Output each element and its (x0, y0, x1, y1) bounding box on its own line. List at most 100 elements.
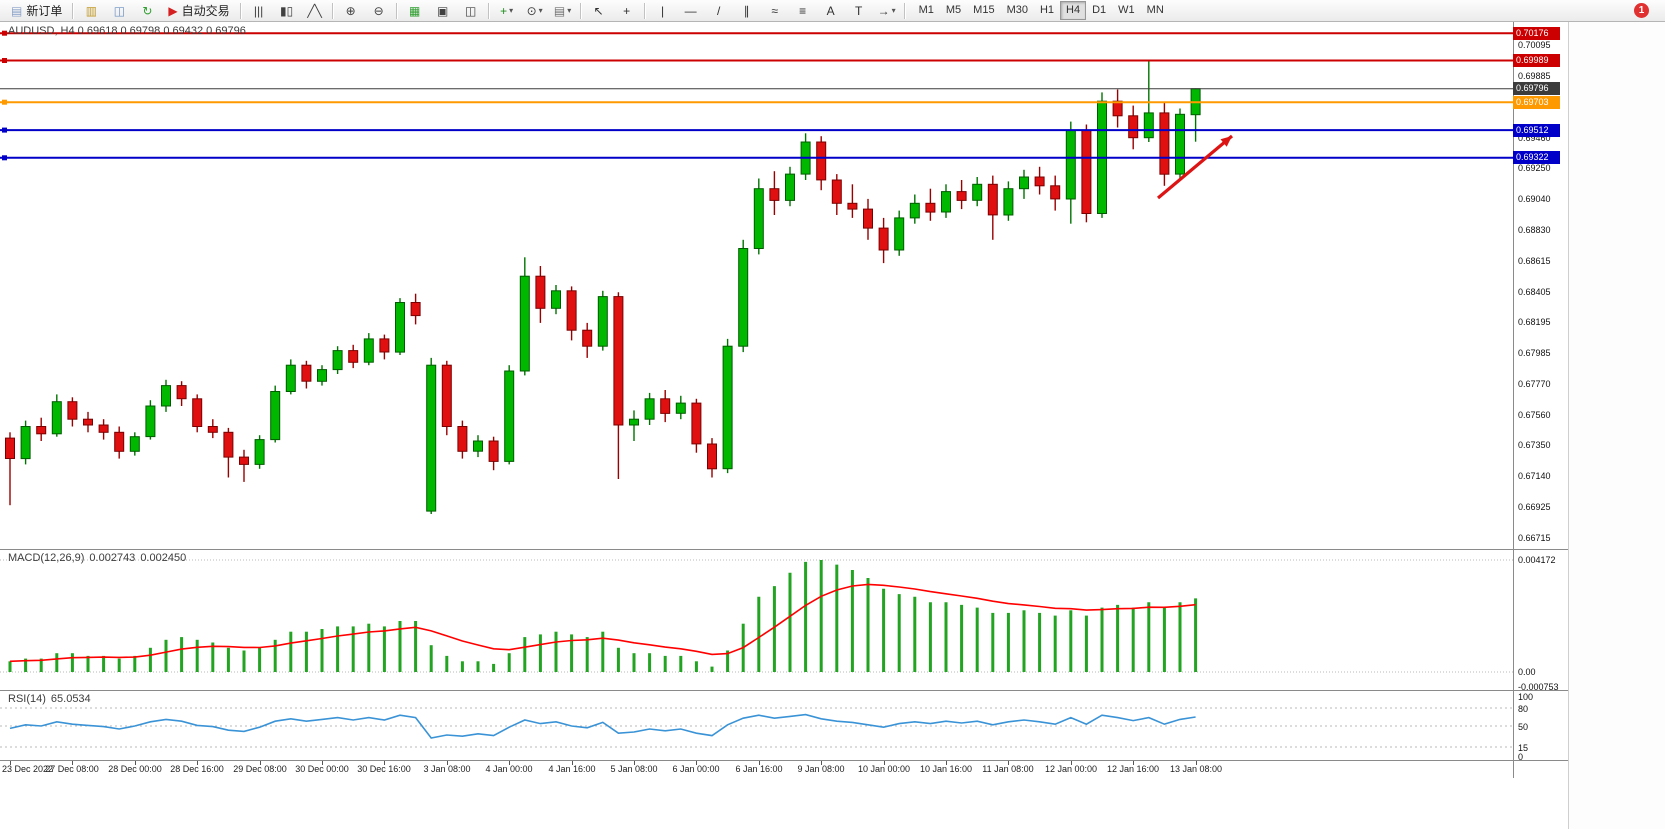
timeframe-mn[interactable]: MN (1146, 4, 1164, 16)
timeframe-switcher: M1 M5 M15 M30 H1 H4 D1 W1 MN (913, 1, 1170, 20)
hline-handle[interactable] (2, 30, 7, 36)
time-axis-label: 4 Jan 00:00 (485, 764, 533, 774)
candle-body (519, 275, 530, 372)
candle-body (83, 418, 93, 426)
time-axis-label: 12 Jan 00:00 (1044, 764, 1098, 774)
tile-windows-button[interactable]: ▦ (401, 0, 429, 21)
candle-body (972, 183, 983, 201)
hline-handle[interactable] (2, 99, 7, 105)
cursor-button[interactable]: ↖ (585, 0, 613, 21)
price-tag-0.69703: 0.69703 (1513, 96, 1560, 109)
candle-body (1112, 100, 1123, 117)
timeframe-h1[interactable]: H1 (1039, 4, 1055, 16)
macd-canvas[interactable] (0, 549, 1513, 690)
timeframe-d1[interactable]: D1 (1092, 4, 1107, 16)
time-axis-label: 10 Jan 16:00 (919, 764, 973, 774)
vline-button[interactable]: | (649, 0, 677, 21)
zoom-in-button[interactable]: ⊕ (337, 0, 365, 21)
objects-button[interactable]: ≡ (789, 0, 817, 21)
price-tag-0.69322: 0.69322 (1513, 151, 1560, 164)
fibonacci-button[interactable]: ≈ (761, 0, 789, 21)
refresh-button[interactable]: ↻ (133, 0, 161, 21)
candle-body (660, 398, 671, 414)
macd-signal-value: 0.002450 (140, 552, 187, 564)
macd-name: MACD(12,26,9) (8, 552, 85, 564)
hline-button[interactable]: — (677, 0, 705, 21)
arrange-button[interactable]: ◫ (457, 0, 485, 21)
rsi-axis-label: 80 (1518, 704, 1529, 714)
candle-body (925, 202, 936, 213)
candle-body (51, 401, 62, 435)
new-order-button[interactable]: ▤ 新订单 (4, 0, 69, 21)
rsi-axis-label: 0 (1518, 752, 1524, 762)
templates-button[interactable]: ▤ ▾ (549, 0, 577, 21)
candle-body (1175, 113, 1185, 175)
channel-button[interactable]: ∥ (733, 0, 761, 21)
main-chart-canvas[interactable] (0, 22, 1513, 549)
pane-divider[interactable] (0, 690, 1568, 691)
toolbar-separator (331, 2, 334, 19)
candle-body (457, 426, 468, 452)
trendline-button[interactable]: / (705, 0, 733, 21)
price-tag-0.69796: 0.69796 (1513, 82, 1560, 95)
timeframe-w1[interactable]: W1 (1118, 4, 1135, 16)
candle-body (597, 296, 608, 347)
time-axis-label: 6 Jan 16:00 (735, 764, 783, 774)
hline-handle[interactable] (2, 58, 7, 63)
text-label-icon: T (854, 3, 863, 18)
timeframe-m30[interactable]: M30 (1006, 4, 1028, 16)
candle-chart-button[interactable]: ▮▯ (273, 0, 301, 21)
hline-handle[interactable] (2, 155, 7, 161)
timeframe-h4[interactable]: H4 (1060, 1, 1087, 20)
timeframe-m15[interactable]: M15 (973, 4, 995, 16)
time-axis-tick (10, 761, 11, 765)
vertical-line-icon: | (661, 3, 665, 18)
pane-divider[interactable] (0, 549, 1568, 550)
candle-body (223, 431, 234, 458)
crosshair-button[interactable]: + (613, 0, 641, 21)
zoom-in-icon: ⊕ (345, 3, 356, 18)
chart-workspace[interactable]: AUDUSD, H4 0.69618 0.69798 0.69432 0.697… (0, 22, 1568, 829)
content: AUDUSD, H4 0.69618 0.69798 0.69432 0.697… (0, 22, 1665, 829)
line-chart-button[interactable]: ╱╲ (301, 0, 329, 21)
candle-body (785, 173, 795, 201)
objects-list-icon: ≡ (799, 3, 807, 18)
market-watch-button[interactable]: ◫ (105, 0, 133, 21)
rsi-canvas[interactable] (0, 690, 1513, 760)
price-axis-label: 0.69460 (1518, 133, 1551, 143)
price-axis[interactable]: 0.70095 0.69885 0.69460 0.69250 0.69040 0.688… (1513, 22, 1568, 778)
rsi-label: RSI(14) 65.0534 (8, 693, 96, 705)
new-order-button-label: 新订单 (26, 4, 63, 18)
price-axis-label: 0.69040 (1518, 194, 1551, 204)
price-axis-label: 0.66925 (1518, 502, 1551, 512)
text-label-button[interactable]: T (845, 0, 873, 21)
candle-body (894, 217, 905, 251)
time-axis-label: 6 Jan 00:00 (672, 764, 720, 774)
periods-button[interactable]: ⊙ ▾ (521, 0, 549, 21)
hline-handle[interactable] (2, 127, 7, 133)
candle-body (426, 364, 437, 512)
trend-arrow[interactable] (1156, 134, 1234, 200)
time-axis-label: 28 Dec 16:00 (170, 764, 224, 774)
time-axis-label: 23 Dec 2022 (2, 764, 54, 774)
profiles-button[interactable]: ▥ (77, 0, 105, 21)
auto-trading-button[interactable]: ▶ 自动交易 (161, 0, 236, 21)
zoom-out-button[interactable]: ⊖ (365, 0, 393, 21)
text-button[interactable]: A (817, 0, 845, 21)
timeframe-m5[interactable]: M5 (945, 4, 962, 16)
arrows-button[interactable]: → ▾ (873, 0, 901, 21)
auto-trading-icon: ▶ (168, 3, 178, 18)
price-axis-label: 0.69885 (1518, 71, 1551, 81)
toolbar-separator (579, 2, 582, 19)
indicators-button[interactable]: + ▾ (493, 0, 521, 21)
cascade-button[interactable]: ▣ (429, 0, 457, 21)
notification-badge[interactable]: 1 (1634, 3, 1649, 18)
time-axis-label: 27 Dec 08:00 (45, 764, 99, 774)
time-axis-tick (1133, 761, 1134, 765)
bar-chart-button[interactable]: ||| (245, 0, 273, 21)
price-axis-label: 0.67985 (1518, 348, 1551, 358)
time-axis-tick (447, 761, 448, 765)
trend-arrow-head[interactable] (1220, 136, 1233, 147)
timeframe-m1[interactable]: M1 (918, 4, 934, 16)
